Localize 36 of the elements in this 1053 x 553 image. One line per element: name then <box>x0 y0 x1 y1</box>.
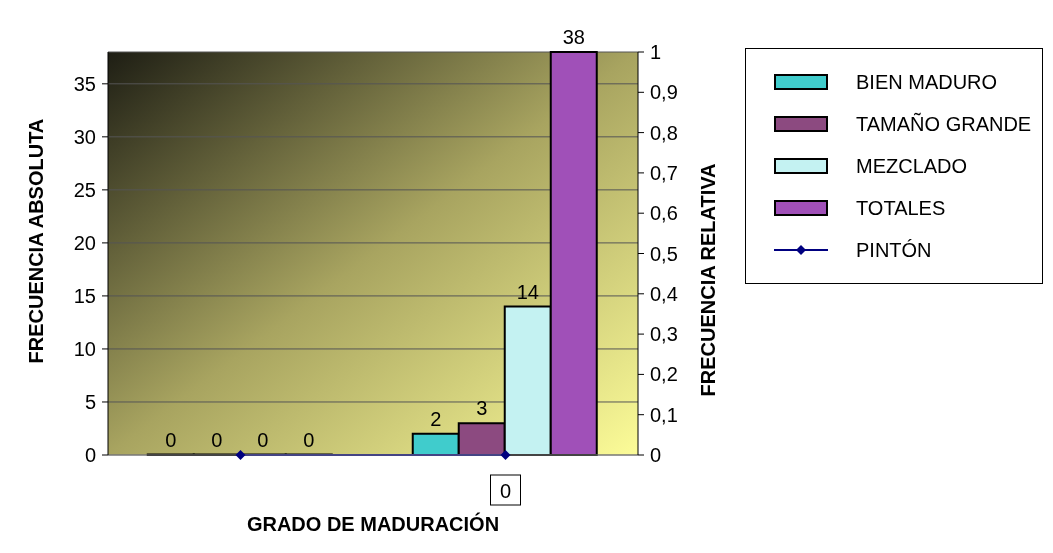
y-tick-label: 5 <box>84 390 96 413</box>
y-tick-label: 35 <box>73 72 96 95</box>
y2-axis-title: FRECUENCIA RELATIVA <box>697 163 720 397</box>
y2-tick-label: 0,3 <box>650 323 678 346</box>
data-label: 0 <box>211 428 223 451</box>
y2-tick-label: 0,4 <box>650 282 678 305</box>
data-label: 3 <box>476 397 488 420</box>
y-tick-label: 20 <box>73 231 96 254</box>
legend-label: TAMAÑO GRANDE <box>856 112 1032 136</box>
y2-tick-label: 1 <box>650 41 662 63</box>
data-label: 0 <box>165 428 177 451</box>
data-label: 0 <box>499 480 512 502</box>
y2-tick-label: 0,6 <box>650 202 678 225</box>
data-label: 0 <box>257 428 269 451</box>
y2-tick-label: 0,7 <box>650 161 678 184</box>
legend-label: BIEN MADURO <box>856 70 998 94</box>
y2-tick-label: 0,8 <box>650 121 678 144</box>
y2-tick-label: 0,2 <box>650 363 678 386</box>
legend-label: TOTALES <box>856 196 946 220</box>
data-label: 0 <box>303 428 315 451</box>
y-tick-label: 25 <box>73 178 96 201</box>
y-tick-label: 0 <box>84 444 96 466</box>
y-tick-label: 15 <box>73 284 96 307</box>
data-label: 38 <box>562 26 585 48</box>
y-tick-label: 30 <box>73 125 96 148</box>
y-axis-title: FRECUENCIA ABSOLUTA <box>25 118 48 364</box>
y2-tick-label: 0 <box>650 444 662 466</box>
data-label: 14 <box>516 280 539 303</box>
data-label: 2 <box>430 407 442 430</box>
y-tick-label: 10 <box>73 337 96 360</box>
y2-tick-label: 0,5 <box>650 242 678 265</box>
y2-tick-label: 0,9 <box>650 81 678 104</box>
y2-tick-label: 0,1 <box>650 403 678 426</box>
x-axis-title: GRADO DE MADURACIÓN <box>246 512 500 535</box>
legend-label: PINTÓN <box>856 238 932 262</box>
legend-label: MEZCLADO <box>856 154 968 178</box>
